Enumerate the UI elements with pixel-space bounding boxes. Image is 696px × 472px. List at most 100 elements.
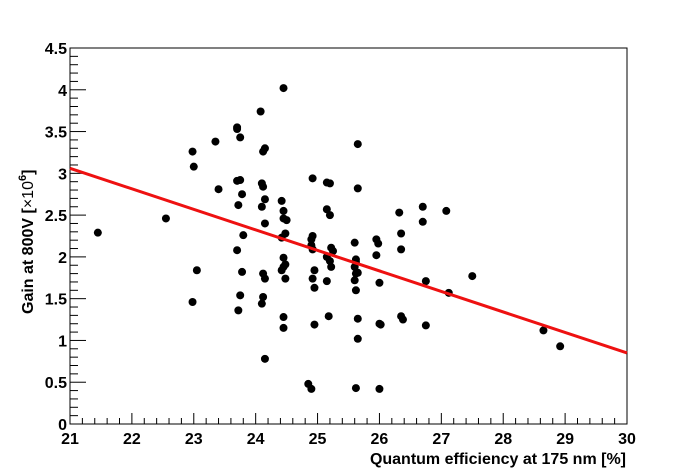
data-point — [93, 228, 102, 237]
y-tick-label: 3 — [58, 166, 67, 183]
data-point — [310, 320, 319, 329]
data-point — [281, 274, 290, 283]
data-point — [308, 274, 317, 283]
y-tick-label: 0.5 — [45, 375, 67, 392]
data-point — [418, 202, 427, 211]
y-axis-title-close: ] — [20, 170, 37, 175]
x-tick-label: 22 — [123, 431, 141, 448]
data-point — [325, 179, 334, 188]
y-tick-label: 1.5 — [45, 292, 67, 309]
data-point — [238, 267, 247, 276]
data-points — [93, 84, 565, 393]
y-axis-title-exponent: 6 — [17, 175, 29, 181]
data-point — [192, 266, 201, 275]
data-point — [308, 174, 317, 183]
data-point — [282, 216, 291, 225]
data-point — [325, 211, 334, 220]
data-point — [421, 277, 430, 286]
data-point — [375, 278, 384, 287]
data-point — [322, 205, 331, 214]
data-point — [161, 214, 170, 223]
data-point — [327, 262, 336, 271]
data-point — [234, 201, 243, 210]
data-point — [260, 219, 269, 228]
x-tick-label: 29 — [556, 431, 574, 448]
data-point — [188, 298, 197, 307]
y-tick-label: 2 — [58, 250, 67, 267]
data-point — [279, 253, 288, 262]
fit-line — [69, 166, 628, 355]
data-point — [236, 291, 245, 300]
data-point — [350, 238, 359, 247]
data-point — [260, 274, 269, 283]
y-tick-label: 4 — [58, 83, 67, 100]
data-point — [324, 312, 333, 321]
data-point — [398, 315, 407, 324]
data-point — [259, 182, 268, 191]
data-point — [260, 144, 269, 153]
data-point — [277, 266, 286, 275]
data-point — [256, 107, 265, 116]
data-point — [468, 272, 477, 281]
x-axis-tick-labels: 21 22 23 24 25 26 27 28 29 30 — [61, 431, 636, 448]
y-axis-ticks — [70, 47, 86, 425]
data-point — [260, 354, 269, 363]
data-point — [310, 283, 319, 292]
data-point — [353, 184, 362, 193]
x-tick-label: 27 — [432, 431, 450, 448]
data-point — [556, 342, 565, 351]
data-point — [211, 137, 220, 146]
x-tick-label: 24 — [247, 431, 265, 448]
data-point — [395, 208, 404, 217]
data-point — [322, 277, 331, 286]
data-point — [279, 313, 288, 322]
data-point — [310, 266, 319, 275]
data-point — [351, 286, 360, 295]
y-axis-title: Gain at 800V [×106] — [17, 170, 37, 314]
data-point — [329, 247, 338, 256]
plot-frame — [69, 47, 628, 425]
data-point — [279, 206, 288, 215]
y-tick-label: 2.5 — [45, 208, 67, 225]
data-point — [279, 323, 288, 332]
data-point — [372, 251, 381, 260]
data-point — [418, 217, 427, 226]
data-point — [259, 292, 268, 301]
x-tick-label: 25 — [309, 431, 327, 448]
data-point — [397, 245, 406, 254]
y-axis-tick-labels: 0 0.5 1 1.5 2 2.5 3 3.5 4 4.5 — [45, 41, 67, 434]
data-point — [353, 314, 362, 323]
data-point — [233, 246, 242, 255]
data-point — [279, 84, 288, 93]
data-point — [442, 206, 451, 215]
data-point — [238, 190, 247, 199]
y-tick-label: 0 — [58, 417, 67, 434]
data-point — [539, 326, 548, 335]
data-point — [421, 321, 430, 330]
data-point — [234, 306, 243, 315]
data-point — [350, 276, 359, 285]
y-tick-label: 4.5 — [45, 41, 67, 58]
data-point — [307, 384, 316, 393]
y-axis-title-times: ×10 — [20, 181, 37, 208]
x-tick-label: 26 — [371, 431, 389, 448]
data-point — [257, 299, 266, 308]
data-point — [277, 196, 286, 205]
data-point — [353, 268, 362, 277]
data-point — [397, 229, 406, 238]
data-point — [188, 147, 197, 156]
x-axis-title: Quantum efficiency at 175 nm [%] — [370, 451, 626, 468]
x-tick-label: 30 — [618, 431, 636, 448]
data-point — [375, 384, 384, 393]
data-point — [353, 334, 362, 343]
data-point — [374, 239, 383, 248]
data-point — [214, 185, 223, 194]
data-point — [233, 125, 242, 134]
data-point — [189, 162, 198, 171]
data-point — [236, 176, 245, 185]
y-tick-label: 3.5 — [45, 125, 67, 142]
data-point — [376, 320, 385, 329]
data-point — [260, 195, 269, 204]
